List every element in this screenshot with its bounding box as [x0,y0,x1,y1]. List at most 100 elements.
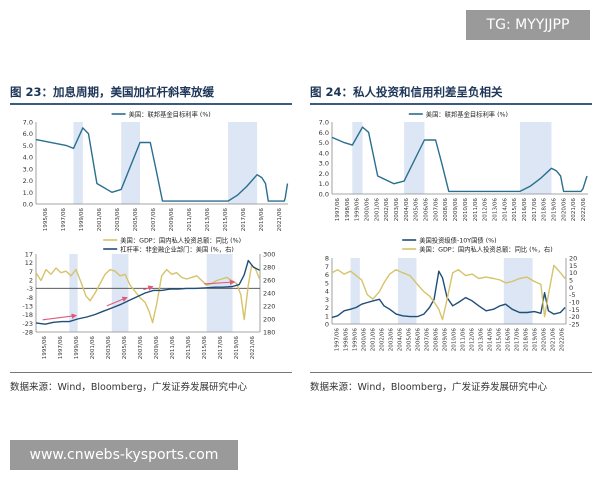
x-tick-label: 2009/06 [154,336,160,360]
x-tick-label: 2013/06 [205,208,211,232]
y2-tick-label: 220 [263,303,275,311]
y-tick-label: 3.0 [319,160,329,168]
x-tick-label: 2008/06 [434,328,440,352]
x-tick-label: 1997/06 [61,208,67,232]
y-tick-label: -3 [27,285,33,293]
shaded-period-2 [228,122,258,204]
y2-tick-label: -20 [569,313,580,321]
x-tick-label: 2004/06 [398,328,404,352]
y-tick-label: 3.0 [23,165,33,173]
legend-label-0: 美国：联邦基金目标利率 (%) [129,109,211,118]
legend-label-0: 美国投资级债-10Y国债 (%) [419,235,496,244]
legend-label-1: 美国：GDP：国内私人投资总额：同比 (%，右) [419,244,552,253]
series-line-0 [331,126,588,193]
x-tick-label: 2021/06 [250,336,256,360]
x-tick-label: 2001/06 [374,198,380,222]
x-tick-label: 2008/06 [443,198,449,222]
y2-tick-label: 0 [569,284,573,292]
figure-24-bottom-rule [310,372,592,373]
x-tick-label: 2009/06 [443,328,449,352]
y-tick-label: 2 [325,304,329,312]
x-tick-label: 1995/06 [43,208,49,232]
y-tick-label: 17 [25,251,33,259]
y-tick-label: 12 [25,259,33,267]
shaded-period-0 [73,122,83,204]
y-tick-label: 6.0 [319,129,329,137]
y-tick-label: 2 [29,277,33,285]
y-tick-label: -23 [22,320,33,328]
figure-23-bottom-rule [10,372,292,373]
x-tick-label: 2006/06 [424,198,430,222]
y-tick-label: 5.0 [319,139,329,147]
shaded-period-0 [69,254,78,332]
x-tick-label: 2007/06 [138,336,144,360]
x-tick-label: 2002/06 [384,198,390,222]
x-tick-label: 2011/06 [461,328,467,352]
shaded-period-1 [121,122,140,204]
x-tick-label: 1997/06 [58,336,64,360]
y-tick-label: 8 [325,255,329,263]
shaded-period-2 [519,122,552,194]
x-tick-label: 2017/06 [515,328,521,352]
x-tick-label: 2005/06 [122,336,128,360]
figure-24-title: 图 24：私人投资和信用利差呈负相关 [310,85,503,99]
x-tick-label: 2022/06 [560,328,566,352]
x-tick-label: 1999/06 [353,328,359,352]
chart-fig24-top: 0.0 1.0 2.0 3.0 4.0 5.0 6.0 7.0 1997/06 1998/06 19… [319,109,588,222]
x-tick-label: 1998/06 [345,198,351,222]
y-tick-label: 7 [29,268,33,276]
shaded-period-2 [503,258,533,324]
x-tick-label: 2004/06 [404,198,410,222]
x-tick-label: 2015/06 [202,336,208,360]
legend-label-1: 杠杆率：非金融企业部门：美国 (%，右) [120,244,234,253]
x-tick-label: 2019/06 [259,208,265,232]
x-tick-label: 2006/06 [416,328,422,352]
annotation-arrow-3 [204,279,236,286]
x-tick-label: 2005/06 [133,208,139,232]
x-tick-label: 2011/06 [473,198,479,222]
x-tick-label: 2022/06 [581,198,587,222]
x-tick-label: 2021/06 [571,198,577,222]
figure-23-source: 数据来源：Wind，Bloomberg，广发证券发展研究中心 [10,382,248,393]
x-tick-label: 2013/06 [479,328,485,352]
x-tick-label: 2001/06 [371,328,377,352]
series-line-0 [35,264,261,324]
y-tick-label: 0.0 [319,191,329,199]
y-tick-label: -13 [22,303,33,311]
y-tick-label: 4.0 [23,154,33,162]
x-tick-label: 2010/06 [463,198,469,222]
x-tick-label: 2007/06 [151,208,157,232]
x-tick-label: 2016/06 [522,198,528,222]
y2-tick-label: 180 [263,329,275,337]
x-tick-label: 1999/06 [79,208,85,232]
x-tick-label: 2010/06 [452,328,458,352]
figure-23-title-rule [10,103,292,105]
annotation-arrow-0 [42,313,78,321]
y-tick-label: -28 [22,329,33,337]
y-tick-label: 2.0 [319,170,329,178]
watermark-website: www.cnwebs-kysports.com [10,440,238,470]
x-tick-label: 2018/06 [524,328,530,352]
figure-23-title: 图 23：加息周期，美国加杠杆斜率放缓 [10,85,215,99]
shaded-period-0 [350,258,360,324]
x-tick-label: 2015/06 [497,328,503,352]
x-tick-label: 2017/06 [532,198,538,222]
legend-label-0: 美国：联邦基金目标利率 (%) [426,109,508,118]
x-tick-label: 2009/06 [169,208,175,232]
y-tick-label: -18 [22,311,33,319]
y2-tick-label: 240 [263,290,275,298]
y-tick-label: 2.0 [23,177,33,185]
y-tick-label: 1.0 [23,189,33,197]
x-tick-label: 2019/06 [552,198,558,222]
annotation-arrow-1 [106,296,128,307]
y-tick-label: 1.0 [319,180,329,188]
x-tick-label: 2007/06 [433,198,439,222]
y-tick-label: 5.0 [23,142,33,150]
y-tick-label: 7 [325,263,329,271]
x-tick-label: 1999/06 [74,336,80,360]
x-tick-label: 2013/06 [492,198,498,222]
x-tick-label: 1997/06 [335,328,341,352]
x-tick-label: 2018/06 [542,198,548,222]
x-tick-label: 2003/06 [394,198,400,222]
